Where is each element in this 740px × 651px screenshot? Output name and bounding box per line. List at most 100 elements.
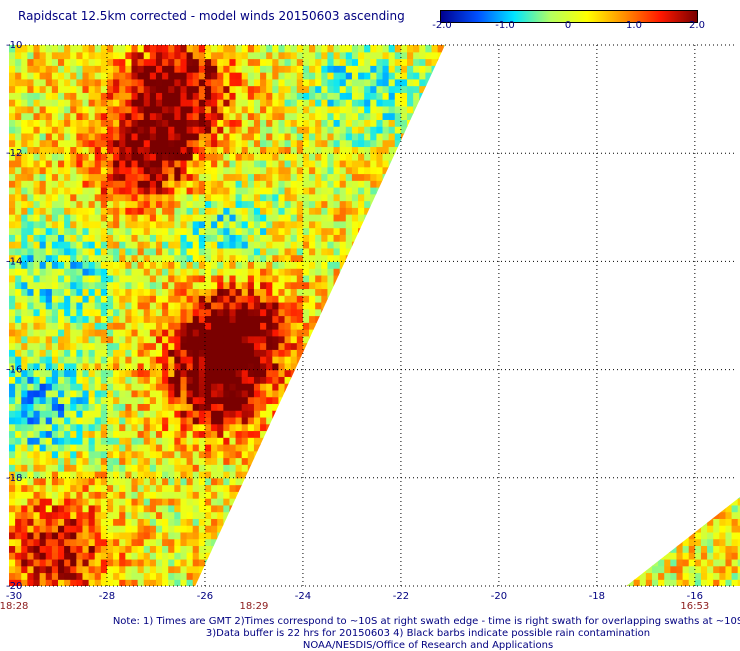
heatmap-cell [370, 342, 378, 350]
heatmap-cell [21, 504, 28, 513]
heatmap-cell [113, 247, 120, 256]
heatmap-cell [327, 484, 335, 492]
heatmap-cell [21, 572, 28, 580]
heatmap-cell [76, 376, 84, 384]
heatmap-cell [143, 139, 151, 148]
heatmap-cell [21, 308, 28, 317]
heatmap-cell [229, 484, 237, 492]
heatmap-cell [76, 545, 84, 553]
heatmap-cell [223, 322, 231, 330]
heatmap-cell [229, 146, 237, 154]
heatmap-cell [168, 112, 175, 120]
heatmap-cell [174, 274, 182, 283]
heatmap-cell [229, 464, 237, 472]
heatmap-cell [376, 558, 384, 567]
heatmap-cell [45, 362, 53, 371]
heatmap-cell [45, 423, 53, 432]
heatmap-cell [88, 491, 96, 499]
heatmap-cell [204, 166, 212, 175]
heatmap-cell [100, 132, 108, 141]
heatmap-cell [358, 538, 365, 547]
heatmap-cell [27, 159, 35, 168]
heatmap-cell [290, 558, 298, 567]
heatmap-cell [339, 274, 347, 283]
heatmap-cell [162, 247, 169, 256]
heatmap-cell [364, 565, 371, 574]
heatmap-cell [51, 383, 59, 391]
heatmap-cell [76, 457, 84, 465]
heatmap-cell [70, 329, 77, 337]
heatmap-cell [309, 376, 316, 384]
heatmap-cell [223, 396, 231, 405]
heatmap-cell [364, 484, 371, 492]
heatmap-cell [64, 552, 71, 560]
heatmap-cell [70, 464, 77, 472]
heatmap-cell [198, 51, 206, 60]
heatmap-cell [57, 92, 65, 100]
heatmap-cell [358, 443, 365, 452]
heatmap-cell [149, 511, 157, 519]
heatmap-cell [39, 241, 47, 249]
heatmap-cell [100, 220, 108, 229]
heatmap-cell [106, 99, 114, 107]
heatmap-cell [382, 166, 390, 175]
heatmap-cell [149, 457, 157, 465]
heatmap-cell [162, 227, 169, 235]
heatmap-cell [321, 430, 329, 438]
heatmap-cell [192, 383, 200, 391]
heatmap-cell [223, 565, 231, 574]
heatmap-cell [278, 552, 286, 560]
heatmap-cell [382, 295, 390, 303]
heatmap-cell [137, 308, 145, 317]
heatmap-cell [94, 153, 102, 161]
heatmap-cell [241, 383, 249, 391]
heatmap-cell [358, 552, 365, 560]
heatmap-cell [137, 105, 145, 114]
heatmap-cell [155, 78, 163, 87]
heatmap-cell [9, 525, 16, 533]
heatmap-cell [284, 241, 292, 249]
heatmap-cell [327, 159, 335, 168]
heatmap-cell [284, 565, 292, 574]
heatmap-cell [235, 85, 243, 93]
heatmap-cell [198, 552, 206, 560]
heatmap-cell [162, 301, 169, 310]
heatmap-cell [39, 545, 47, 553]
heatmap-cell [131, 504, 139, 513]
heatmap-cell [100, 72, 108, 80]
heatmap-cell [162, 308, 169, 317]
heatmap-cell [253, 254, 261, 262]
heatmap-cell [345, 396, 353, 405]
heatmap-cell [321, 247, 329, 256]
heatmap-cell [315, 464, 322, 472]
heatmap-cell [155, 126, 163, 134]
heatmap-cell [113, 558, 120, 567]
heatmap-cell [162, 268, 169, 276]
heatmap-cell [266, 153, 273, 161]
heatmap-cell [76, 99, 84, 107]
heatmap-cell [82, 362, 90, 371]
heatmap-cell [149, 153, 157, 161]
heatmap-cell [376, 362, 384, 371]
heatmap-cell [339, 443, 347, 452]
heatmap-cell [327, 450, 335, 459]
heatmap-cell [198, 423, 206, 432]
heatmap-cell [137, 383, 145, 391]
heatmap-cell [272, 349, 280, 357]
heatmap-cell [33, 220, 41, 229]
heatmap-cell [149, 579, 157, 586]
heatmap-cell [39, 214, 47, 222]
heatmap-cell [45, 301, 53, 310]
heatmap-cell [174, 369, 182, 377]
heatmap-cell [260, 396, 267, 405]
heatmap-cell [15, 531, 22, 540]
heatmap-cell [327, 369, 335, 377]
heatmap-cell [235, 423, 243, 432]
heatmap-cell [88, 274, 96, 283]
heatmap-cell [106, 518, 114, 526]
heatmap-cell [106, 558, 114, 567]
heatmap-cell [113, 389, 120, 398]
heatmap-cell [272, 193, 280, 202]
heatmap-cell [345, 247, 353, 256]
heatmap-cell [155, 504, 163, 513]
